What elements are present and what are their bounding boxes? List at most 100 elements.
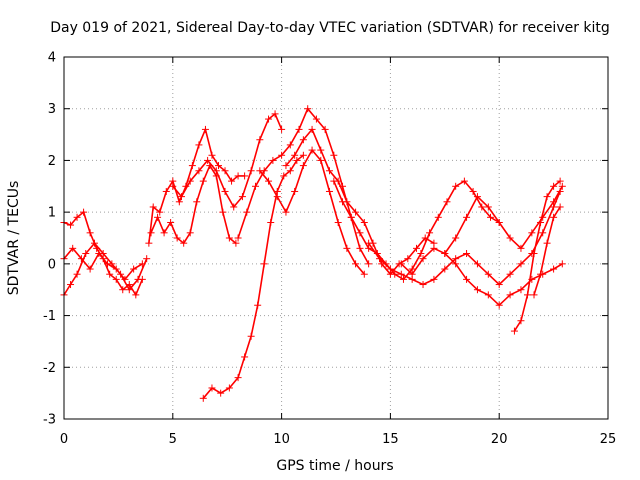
- data-point: [469, 187, 477, 195]
- data-point: [312, 115, 320, 123]
- data-point: [286, 141, 294, 149]
- data-point: [334, 218, 342, 226]
- data-point: [201, 125, 209, 133]
- series-layer: [60, 105, 566, 402]
- data-point: [265, 115, 273, 123]
- data-point: [73, 270, 81, 278]
- data-point: [463, 250, 471, 258]
- data-point: [478, 203, 486, 211]
- plot-frame: [63, 56, 609, 420]
- data-point: [169, 182, 177, 190]
- data-point: [80, 208, 88, 216]
- data-point: [452, 234, 460, 242]
- data-point: [143, 255, 151, 263]
- data-point: [154, 213, 162, 221]
- series-track-4: [145, 125, 249, 247]
- data-point: [550, 198, 558, 206]
- data-point: [430, 244, 438, 252]
- data-point: [517, 260, 525, 268]
- data-point: [365, 260, 373, 268]
- data-point: [234, 234, 242, 242]
- data-point: [308, 125, 316, 133]
- y-tick-label: -3: [43, 413, 56, 428]
- data-point: [386, 265, 394, 273]
- data-point: [251, 182, 259, 190]
- data-point: [286, 167, 294, 175]
- data-point: [149, 203, 157, 211]
- data-point: [417, 250, 425, 258]
- data-point: [234, 172, 242, 180]
- data-point: [473, 260, 481, 268]
- grid-lines: [64, 57, 608, 419]
- data-point: [308, 146, 316, 154]
- data-point: [452, 182, 460, 190]
- data-point: [317, 156, 325, 164]
- y-tick-label: -1: [43, 309, 56, 324]
- series-trace: [285, 127, 435, 276]
- data-point: [352, 208, 360, 216]
- series-trace: [533, 206, 561, 296]
- x-tick-label: 5: [169, 432, 177, 447]
- data-point: [517, 286, 525, 294]
- data-point: [517, 317, 525, 325]
- series-track-15: [510, 177, 564, 335]
- data-point: [204, 156, 212, 164]
- data-point: [208, 384, 216, 392]
- data-point: [539, 229, 547, 237]
- data-point: [299, 162, 307, 170]
- data-point: [175, 198, 183, 206]
- data-point: [419, 255, 427, 263]
- series-trace: [513, 180, 561, 332]
- data-point: [426, 229, 434, 237]
- data-point: [219, 208, 227, 216]
- data-point: [463, 213, 471, 221]
- series-track-9: [256, 146, 368, 278]
- data-point: [178, 193, 186, 201]
- data-point: [260, 260, 268, 268]
- data-point: [241, 353, 249, 361]
- data-point: [134, 275, 142, 283]
- data-point: [121, 275, 129, 283]
- data-point: [356, 244, 364, 252]
- data-point: [73, 213, 81, 221]
- data-point: [241, 172, 249, 180]
- data-point: [550, 182, 558, 190]
- data-point: [506, 291, 514, 299]
- data-point: [230, 203, 238, 211]
- series-trace: [148, 126, 245, 244]
- data-point: [517, 244, 525, 252]
- data-point: [530, 250, 538, 258]
- data-point: [273, 193, 281, 201]
- series-trace: [400, 247, 563, 307]
- data-point: [330, 177, 338, 185]
- data-point: [95, 250, 103, 258]
- data-point: [221, 167, 229, 175]
- data-point: [119, 286, 127, 294]
- data-point: [104, 260, 112, 268]
- data-point: [67, 221, 75, 229]
- data-point: [506, 234, 514, 242]
- data-point: [132, 291, 140, 299]
- data-point: [347, 213, 355, 221]
- x-tick-label: 25: [600, 432, 617, 447]
- data-point: [413, 244, 421, 252]
- data-point: [278, 151, 286, 159]
- data-point: [86, 229, 94, 237]
- series-track-14: [441, 182, 566, 258]
- data-point: [495, 218, 503, 226]
- data-point: [506, 270, 514, 278]
- data-point: [352, 260, 360, 268]
- data-point: [234, 374, 242, 382]
- data-point: [188, 162, 196, 170]
- data-point: [558, 182, 566, 190]
- data-point: [173, 234, 181, 242]
- data-point: [543, 239, 551, 247]
- data-point: [510, 327, 518, 335]
- data-point: [356, 229, 364, 237]
- data-point: [397, 270, 405, 278]
- data-point: [441, 250, 449, 258]
- data-point: [193, 198, 201, 206]
- data-point: [473, 193, 481, 201]
- data-point: [419, 281, 427, 289]
